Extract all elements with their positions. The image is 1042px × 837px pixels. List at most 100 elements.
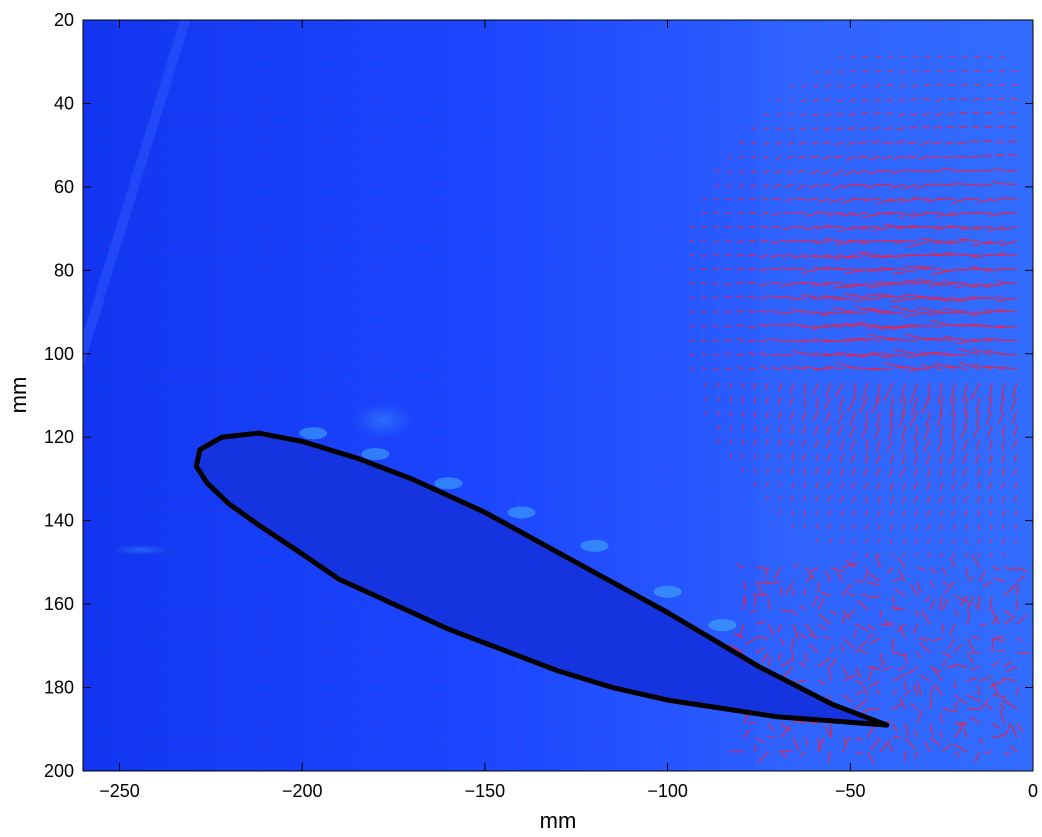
vector-dot: [656, 169, 658, 171]
vector-dot: [457, 410, 459, 412]
vector-dot: [358, 169, 359, 171]
vector-dot: [705, 56, 707, 58]
vector-dot: [420, 198, 422, 200]
vector-dot: [581, 410, 583, 412]
velocity-vector: [729, 397, 732, 403]
vector-dot: [370, 425, 372, 426]
vector-dot: [482, 297, 484, 299]
vector-dot: [705, 538, 707, 540]
vector-dot: [705, 708, 707, 710]
velocity-vector: [966, 638, 975, 652]
vector-dot: [569, 141, 571, 143]
vector-dot: [283, 623, 285, 625]
vector-dot: [420, 325, 422, 327]
vector-dot: [531, 84, 533, 86]
vector-dot: [146, 595, 148, 597]
vector-dot: [805, 56, 807, 58]
vector-dot: [656, 311, 658, 313]
velocity-vector: [876, 198, 893, 205]
vector-dot: [283, 339, 285, 341]
velocity-vector: [741, 382, 745, 390]
vector-dot: [656, 283, 658, 285]
vector-dot: [196, 169, 198, 171]
vector-dot: [134, 410, 136, 412]
vector-dot: [308, 439, 310, 441]
vector-dot: [457, 226, 459, 228]
velocity-vector: [852, 538, 856, 544]
velocity-vector: [803, 397, 807, 408]
vector-dot: [445, 297, 446, 299]
vector-dot: [954, 42, 956, 43]
vector-dot: [122, 183, 123, 185]
vector-dot: [507, 226, 509, 228]
velocity-vector: [779, 750, 794, 753]
vector-dot: [569, 524, 571, 526]
vector-dot: [631, 481, 633, 483]
vector-dot: [445, 410, 446, 412]
velocity-vector: [918, 351, 943, 356]
vector-dot: [407, 623, 409, 625]
vector-dot: [519, 198, 521, 200]
vector-dot: [395, 354, 397, 356]
vector-dot: [469, 481, 471, 483]
velocity-vector: [869, 637, 881, 645]
vector-dot: [594, 722, 595, 724]
vector-dot: [196, 226, 198, 228]
vector-dot: [618, 581, 620, 583]
vector-dot: [345, 382, 347, 384]
vector-dot: [569, 680, 571, 682]
velocity-vector: [886, 212, 906, 215]
vector-dot: [345, 254, 347, 256]
vector-dot: [370, 297, 372, 299]
vector-dot: [208, 339, 210, 341]
velocity-vector: [925, 198, 943, 203]
vector-dot: [656, 425, 658, 426]
vector-dot: [233, 410, 235, 412]
vector-dot: [208, 595, 210, 597]
vector-dot: [556, 538, 558, 540]
vector-dot: [134, 382, 136, 384]
vector-dot: [681, 254, 682, 256]
vector-dot: [569, 354, 571, 356]
vector-dot: [283, 652, 285, 653]
vector-dot: [159, 155, 161, 157]
vector-dot: [705, 481, 707, 483]
vector-dot: [705, 42, 707, 43]
vector-dot: [581, 212, 583, 214]
vector-dot: [233, 269, 235, 270]
vector-dot: [345, 325, 347, 327]
velocity-vector: [814, 84, 819, 88]
velocity-vector: [768, 723, 774, 731]
vector-dot: [792, 27, 794, 29]
vector-dot: [320, 623, 322, 625]
vector-dot: [469, 198, 471, 200]
vector-dot: [618, 694, 620, 696]
vector-dot: [507, 722, 509, 724]
vector-dot: [693, 552, 695, 554]
vector-dot: [146, 538, 148, 540]
vector-dot: [97, 425, 99, 426]
vector-dot: [382, 623, 384, 625]
vector-dot: [221, 595, 223, 597]
velocity-vector: [742, 425, 745, 431]
velocity-vector: [840, 439, 844, 451]
vector-dot: [556, 42, 558, 43]
velocity-vector: [835, 127, 844, 130]
velocity-vector: [952, 538, 956, 544]
velocity-vector: [970, 666, 980, 671]
vector-dot: [482, 467, 484, 469]
vector-dot: [221, 510, 223, 512]
vector-dot: [606, 496, 608, 497]
vector-dot: [295, 339, 297, 341]
vector-dot: [482, 198, 484, 200]
vector-dot: [668, 141, 670, 143]
velocity-vector: [858, 367, 881, 370]
velocity-vector: [996, 325, 1017, 329]
vector-dot: [730, 496, 732, 497]
vector-dot: [109, 141, 111, 143]
velocity-vector: [783, 666, 794, 678]
velocity-vector: [917, 652, 921, 659]
vector-dot: [295, 410, 297, 412]
vector-dot: [395, 737, 397, 739]
velocity-vector: [959, 595, 968, 607]
